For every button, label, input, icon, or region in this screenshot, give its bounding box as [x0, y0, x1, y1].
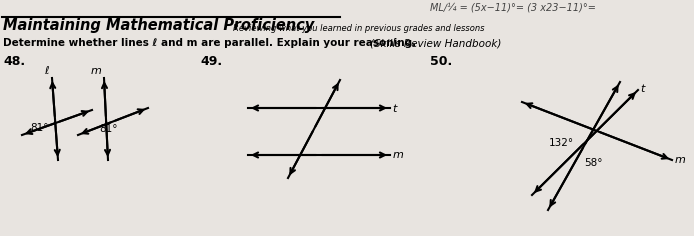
Text: $t$: $t$ [640, 82, 647, 94]
Text: 50.: 50. [430, 55, 452, 68]
Text: $\ell$: $\ell$ [44, 64, 50, 76]
Text: $m$: $m$ [392, 150, 404, 160]
Text: 81°: 81° [31, 123, 49, 133]
Text: Maintaining Mathematical Proficiency: Maintaining Mathematical Proficiency [3, 18, 314, 33]
Text: Determine whether lines ℓ and m are parallel. Explain your reasoning.: Determine whether lines ℓ and m are para… [3, 38, 416, 48]
Text: $t$: $t$ [392, 102, 399, 114]
Text: Reviewing what you learned in previous grades and lessons: Reviewing what you learned in previous g… [233, 24, 484, 33]
Text: $m$: $m$ [90, 66, 102, 76]
Text: 132°: 132° [549, 138, 574, 148]
Text: $m$: $m$ [674, 155, 686, 165]
Text: 58°: 58° [584, 158, 602, 168]
Text: 49.: 49. [200, 55, 222, 68]
Text: (Skills Review Handbook): (Skills Review Handbook) [370, 38, 501, 48]
Text: 48.: 48. [3, 55, 25, 68]
Text: 81°: 81° [99, 124, 117, 134]
Text: ML∕¼ = (5x−11)°= (3 x23−11)°=: ML∕¼ = (5x−11)°= (3 x23−11)°= [430, 3, 596, 13]
